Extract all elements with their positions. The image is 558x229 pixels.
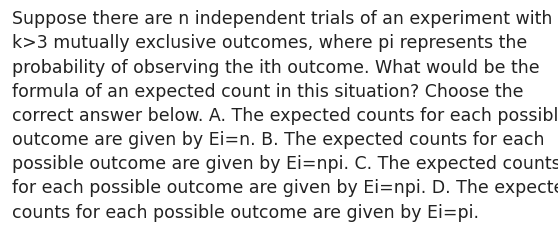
Text: Suppose there are n independent trials of an experiment with: Suppose there are n independent trials o… (12, 10, 552, 28)
Text: possible outcome are given by Ei=npi. C. The expected counts: possible outcome are given by Ei=npi. C.… (12, 155, 558, 172)
Text: for each possible outcome are given by Ei=npi. D. The expected: for each possible outcome are given by E… (12, 179, 558, 196)
Text: formula of an expected count in this situation? Choose the: formula of an expected count in this sit… (12, 82, 524, 100)
Text: outcome are given by Ei=n. B. The expected counts for each: outcome are given by Ei=n. B. The expect… (12, 131, 545, 148)
Text: counts for each possible outcome are given by Ei=pi.: counts for each possible outcome are giv… (12, 203, 479, 221)
Text: k>3 mutually exclusive outcomes, where pi represents the: k>3 mutually exclusive outcomes, where p… (12, 34, 527, 52)
Text: probability of observing the ith outcome. What would be the: probability of observing the ith outcome… (12, 58, 540, 76)
Text: correct answer below. A. The expected counts for each possible: correct answer below. A. The expected co… (12, 106, 558, 124)
